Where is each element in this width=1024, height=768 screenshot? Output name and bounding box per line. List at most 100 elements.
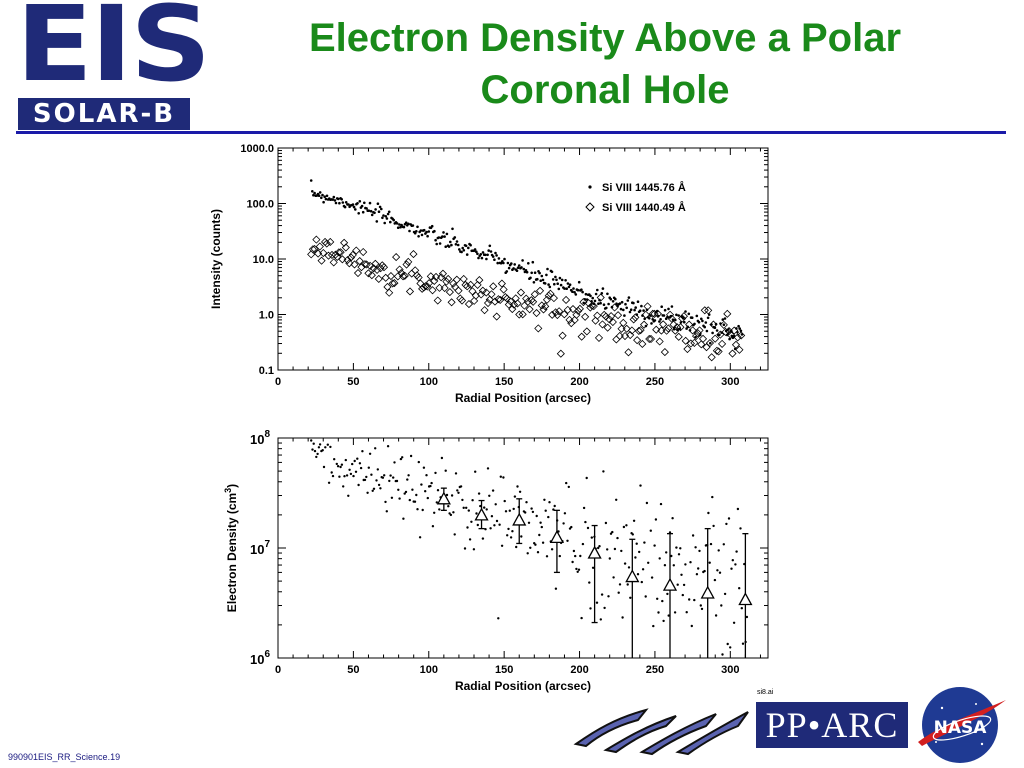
data-point [653,544,656,547]
data-point [723,317,727,320]
data-point [426,234,429,238]
data-point [586,303,595,312]
data-point [346,253,356,262]
data-point [392,476,395,479]
data-point [438,508,441,511]
data-point [560,310,569,319]
data-point [607,595,610,598]
data-point [386,445,390,448]
data-point [682,583,686,587]
data-point [617,324,626,333]
data-point [327,481,331,484]
data-point [548,501,551,504]
data-point [538,271,541,275]
data-point [365,207,368,210]
data-point [706,316,710,320]
data-point [627,326,636,335]
data-point [367,271,376,280]
data-point [650,576,654,579]
data-point [591,566,595,569]
data-point [693,322,696,326]
data-point [481,537,485,540]
data-point [352,205,356,209]
data-point [529,297,538,306]
density-averages [436,487,753,658]
data-point [466,280,475,289]
data-point [397,488,400,491]
data-point [475,250,478,253]
data-point [502,261,505,265]
data-point [419,229,423,232]
data-point [688,598,691,601]
data-point [598,320,607,329]
data-point [383,474,386,477]
data-point [479,253,483,256]
data-point [395,222,399,225]
data-point [494,503,497,506]
data-point [474,470,477,473]
data-point [675,313,678,317]
data-point [680,573,683,576]
data-point [423,282,432,291]
slide-title-line-2: Coronal Hole [480,68,730,112]
data-point [319,248,328,258]
data-point [363,478,367,482]
data-point [316,452,319,456]
data-point [588,581,591,584]
data-point [705,338,715,348]
data-point [347,494,350,497]
data-point [603,323,612,332]
data-point [626,583,629,586]
data-point [522,267,526,271]
data-point [594,333,604,342]
data-point [554,587,558,590]
data-point [357,483,360,487]
data-point [513,299,522,308]
data-point [374,447,377,450]
data-point [409,454,413,458]
nasa-logo-text: NASA [934,718,988,738]
data-point [407,474,410,477]
data-point [471,291,480,300]
data-point [463,282,472,291]
data-point [324,197,328,201]
data-point [518,310,527,319]
data-point [465,506,468,509]
data-point [581,290,584,294]
data-point [499,285,508,294]
data-point [411,224,415,227]
data-point [663,564,667,567]
data-point [526,552,529,555]
data-point [631,313,640,322]
data-point [427,230,431,233]
data-point [625,524,628,527]
data-point [584,292,588,296]
data-point [502,476,505,479]
data-point [541,541,545,544]
data-point [368,201,372,205]
data-point [340,198,343,201]
data-point [465,253,469,256]
data-point [376,264,385,273]
data-point [464,300,474,309]
nasa-logo: NASA [918,687,1006,763]
x-tick-label: 50 [347,376,359,388]
data-point [629,596,632,599]
data-point [631,533,634,536]
data-point [315,242,324,251]
data-point [485,508,488,511]
data-point [699,604,702,607]
data-point [679,547,682,550]
data-point [354,470,358,473]
data-point [403,492,406,495]
data-point [639,484,642,487]
average-marker [700,585,715,599]
data-point [698,334,708,343]
data-point [740,607,743,610]
data-point [681,336,690,345]
data-point [626,299,630,302]
data-point [317,194,321,197]
data-point [738,587,741,590]
data-point [688,326,697,335]
data-point [728,337,731,341]
